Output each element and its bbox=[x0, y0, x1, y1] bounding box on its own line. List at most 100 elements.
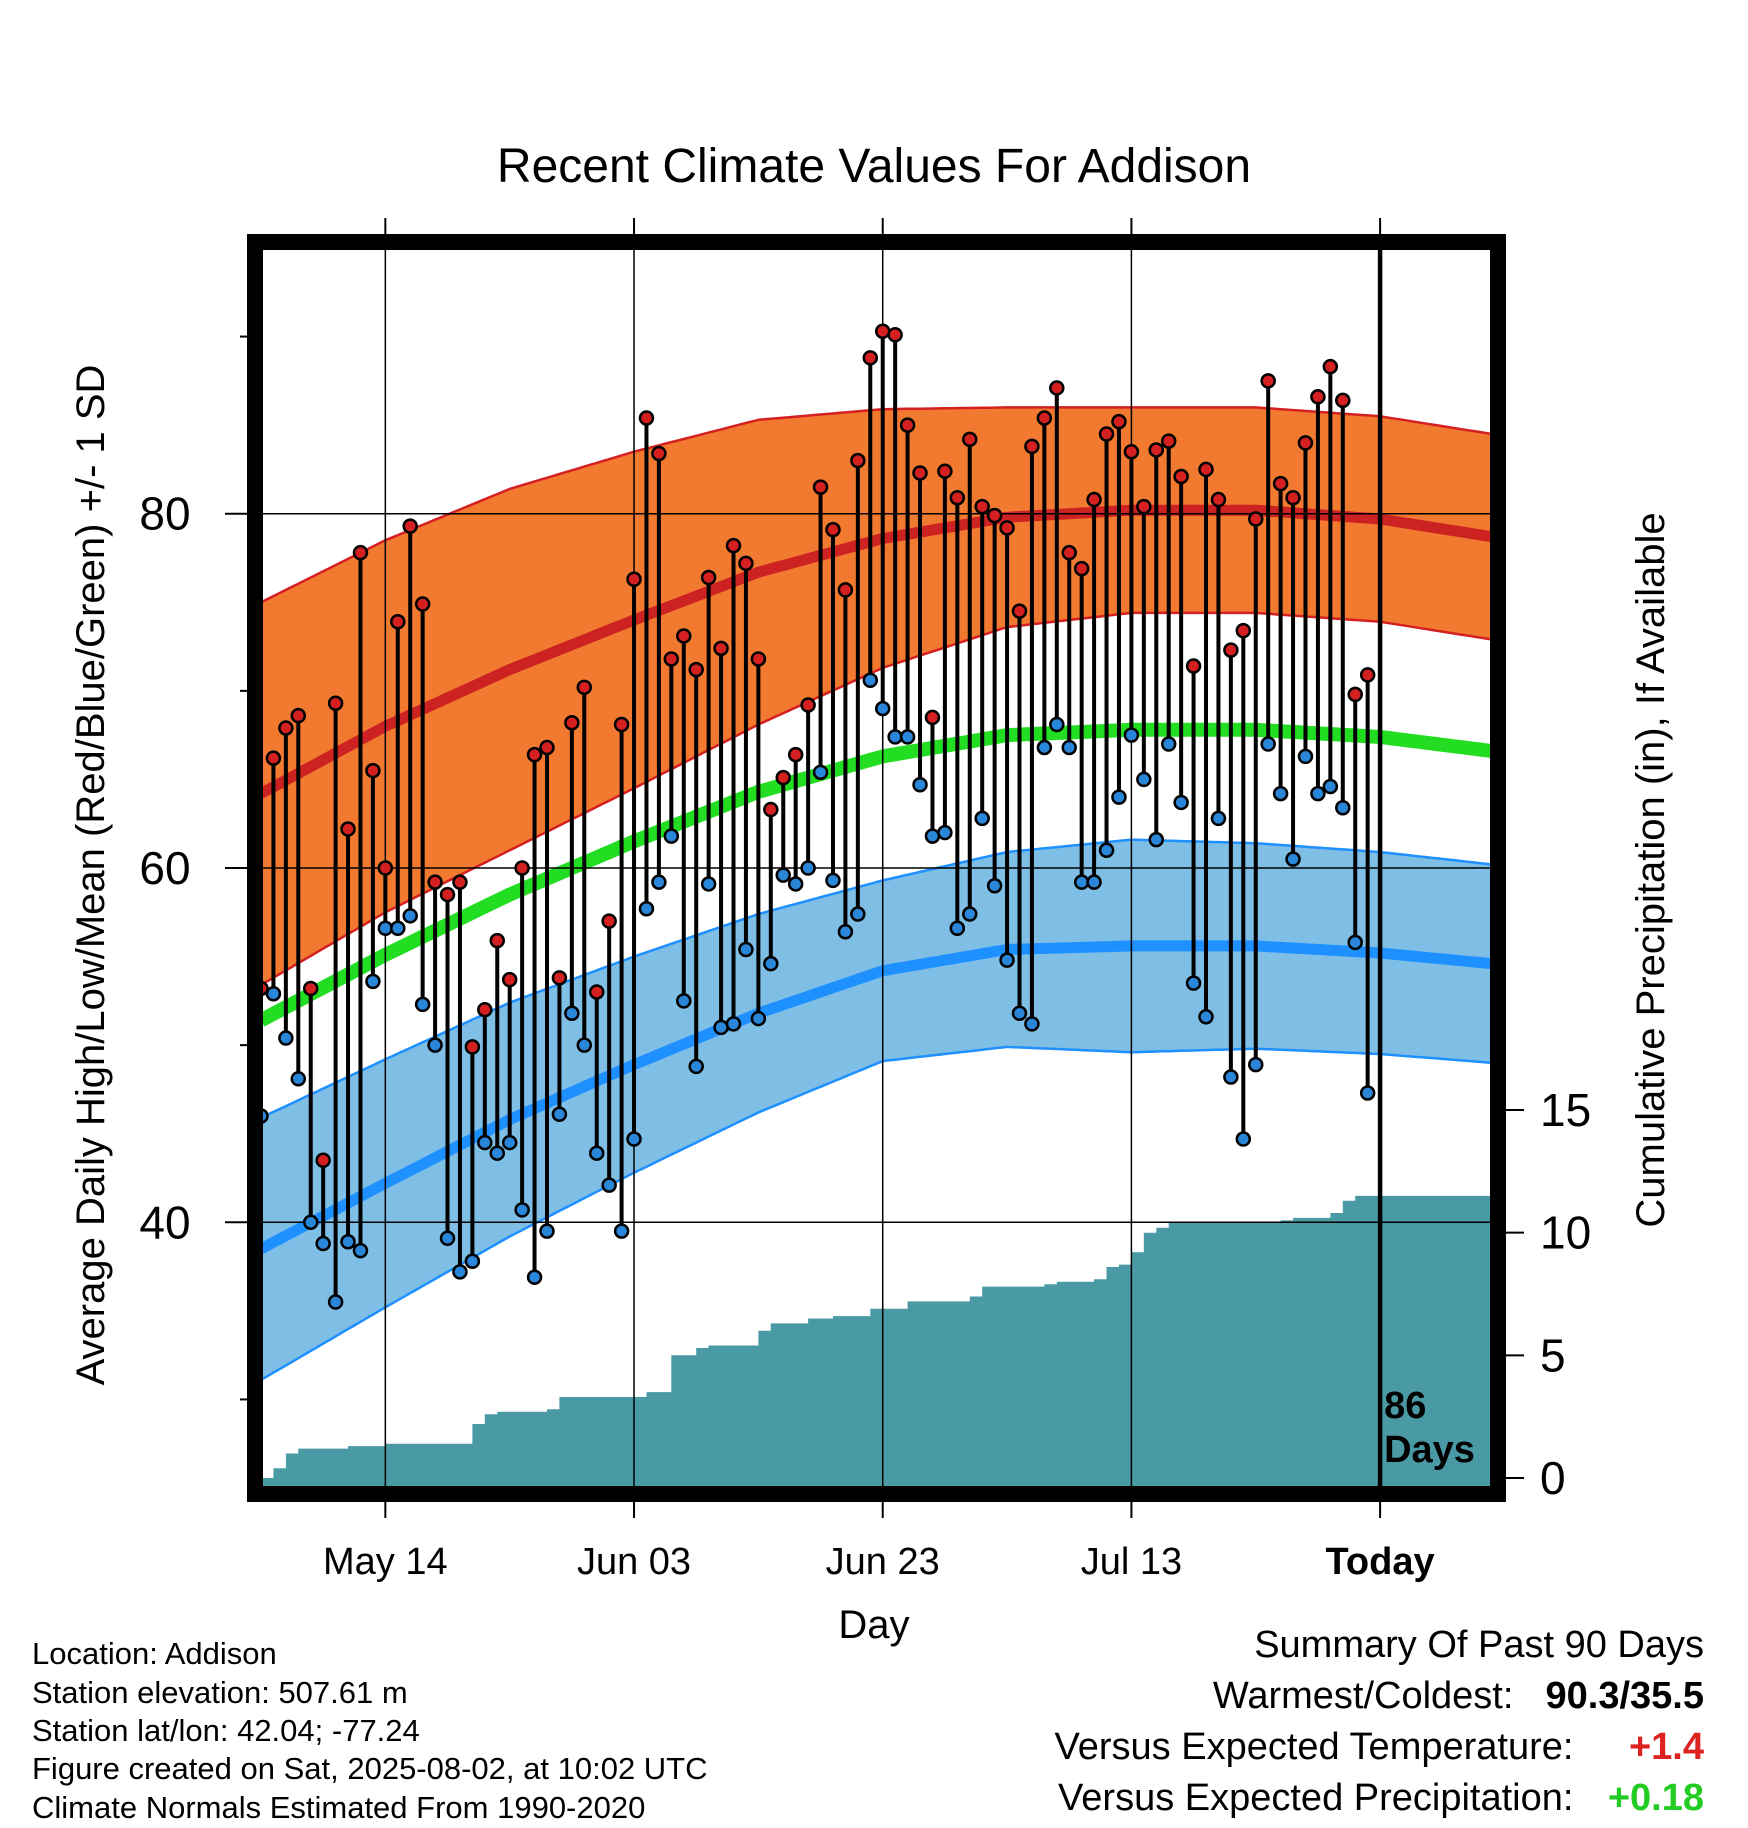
daily-high-point bbox=[1011, 603, 1028, 619]
daily-low-point bbox=[526, 1269, 543, 1285]
daily-high-point bbox=[800, 697, 816, 713]
daily-low-point bbox=[1148, 831, 1165, 848]
daily-low-point bbox=[700, 876, 717, 892]
y-tick-label: 40 bbox=[139, 1196, 190, 1248]
daily-low-point bbox=[1111, 789, 1127, 805]
daily-high-point bbox=[1111, 413, 1127, 430]
daily-high-point bbox=[1173, 468, 1189, 485]
daily-high-point bbox=[1136, 498, 1152, 515]
x-tick-label: May 14 bbox=[323, 1541, 448, 1583]
daily-high-point bbox=[1061, 544, 1077, 561]
daily-low-point bbox=[327, 1294, 344, 1310]
precip-value: +0.18 bbox=[1607, 1777, 1704, 1819]
y-tick-label: 80 bbox=[139, 488, 190, 540]
daily-low-point bbox=[290, 1071, 307, 1087]
daily-high-point bbox=[1160, 433, 1177, 449]
daily-low-point bbox=[1086, 874, 1102, 890]
daily-low-point bbox=[775, 867, 791, 883]
daily-high-point bbox=[713, 640, 729, 657]
daily-low-point bbox=[887, 729, 903, 745]
created-text: Figure created on Sat, 2025-08-02, at 10… bbox=[32, 1751, 708, 1786]
daily-low-point bbox=[1185, 975, 1202, 991]
warmcold-label: Warmest/Coldest: bbox=[1212, 1675, 1514, 1717]
daily-low-point bbox=[414, 996, 431, 1013]
daily-high-point bbox=[302, 980, 319, 997]
daily-low-point bbox=[924, 828, 941, 844]
y2-tick-label: 0 bbox=[1540, 1452, 1566, 1504]
daily-high-point bbox=[1086, 491, 1102, 508]
daily-low-point bbox=[477, 1134, 493, 1151]
temp-label: Versus Expected Temperature: bbox=[1054, 1726, 1574, 1768]
daily-low-point bbox=[763, 955, 779, 972]
daily-high-point bbox=[352, 544, 369, 561]
daily-low-point bbox=[1024, 1016, 1040, 1032]
daily-high-point bbox=[1260, 373, 1276, 389]
daily-high-point bbox=[912, 465, 928, 481]
precip-label: Versus Expected Precipitation: bbox=[1058, 1777, 1574, 1819]
y-axis-label: Average Daily High/Low/Mean (Red/Blue/Gr… bbox=[69, 365, 113, 1386]
daily-high-point bbox=[1272, 475, 1289, 492]
daily-high-point bbox=[526, 746, 543, 763]
daily-high-point bbox=[999, 520, 1015, 536]
y2-tick-label: 5 bbox=[1540, 1329, 1566, 1381]
daily-low-point bbox=[489, 1145, 506, 1161]
daily-high-point bbox=[1247, 511, 1264, 527]
daily-high-point bbox=[290, 707, 307, 724]
x-tick-label: Jun 23 bbox=[826, 1541, 940, 1583]
daily-low-point bbox=[539, 1223, 555, 1239]
daily-high-point bbox=[340, 821, 356, 837]
daily-low-point bbox=[1310, 785, 1326, 802]
daily-high-point bbox=[750, 651, 767, 667]
daily-low-point bbox=[427, 1037, 443, 1053]
daily-low-point bbox=[663, 828, 680, 844]
precip-area bbox=[261, 1195, 1492, 1488]
daily-low-point bbox=[825, 872, 841, 889]
daily-low-point bbox=[1098, 842, 1115, 859]
daily-high-point bbox=[377, 860, 394, 876]
plot-area bbox=[261, 248, 1492, 1488]
daily-high-point bbox=[588, 984, 605, 1000]
daily-low-point bbox=[1049, 716, 1065, 733]
daily-high-point bbox=[390, 614, 406, 630]
daily-high-point bbox=[439, 886, 456, 903]
warmcold-value: 90.3/35.5 bbox=[1545, 1675, 1704, 1717]
daily-high-point bbox=[1123, 443, 1140, 460]
daily-high-point bbox=[725, 537, 742, 554]
chart-title: Recent Climate Values For Addison bbox=[497, 140, 1251, 193]
daily-low-point bbox=[1272, 785, 1289, 802]
daily-high-point bbox=[738, 555, 754, 572]
daily-low-point bbox=[377, 920, 394, 936]
high-sd-band bbox=[261, 406, 1492, 987]
daily-high-point bbox=[1024, 438, 1040, 455]
daily-high-point bbox=[924, 709, 941, 726]
daily-high-point bbox=[1073, 560, 1090, 577]
daily-high-point bbox=[613, 716, 630, 733]
daily-high-point bbox=[937, 463, 953, 479]
daily-high-point bbox=[899, 417, 916, 433]
normal-low-line bbox=[261, 940, 1492, 1254]
daily-low-point bbox=[1011, 1005, 1028, 1022]
daily-high-point bbox=[315, 1152, 331, 1169]
daily-low-point bbox=[390, 920, 406, 936]
x-tick-label: Today bbox=[1326, 1541, 1435, 1583]
daily-low-point bbox=[912, 776, 928, 793]
daily-high-point bbox=[514, 860, 530, 876]
summary-heading: Summary Of Past 90 Days bbox=[1254, 1624, 1704, 1666]
daily-high-point bbox=[1235, 622, 1252, 639]
daily-high-point bbox=[825, 521, 841, 538]
daily-low-point bbox=[514, 1202, 530, 1218]
daily-high-point bbox=[551, 970, 568, 986]
daily-high-point bbox=[1359, 667, 1376, 683]
daily-low-point bbox=[564, 1005, 580, 1022]
daily-low-point bbox=[365, 973, 381, 990]
daily-high-point bbox=[887, 327, 903, 343]
daily-low-point bbox=[800, 860, 816, 876]
y-tick-label: 60 bbox=[139, 842, 190, 894]
daily-low-point bbox=[1297, 748, 1314, 765]
daily-high-point bbox=[539, 739, 555, 756]
daily-low-point bbox=[1285, 851, 1301, 867]
daily-high-point bbox=[1347, 686, 1363, 703]
y2-tick-label: 10 bbox=[1540, 1207, 1591, 1259]
daily-low-point bbox=[626, 1131, 642, 1147]
